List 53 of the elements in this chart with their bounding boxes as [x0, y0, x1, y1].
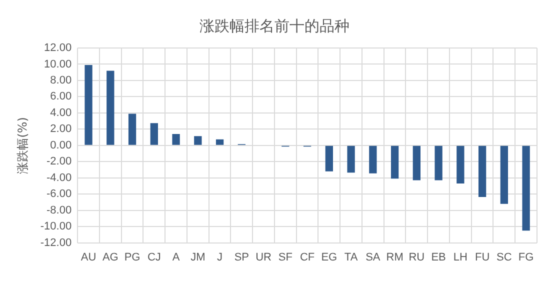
x-tick-label: EB [431, 251, 446, 264]
x-tick-label: JM [190, 251, 206, 264]
bar [412, 146, 421, 180]
chart-title: 涨跌幅排名前十的品种 [200, 16, 350, 35]
x-tick-label: FG [518, 251, 534, 264]
y-axis-title: 涨跌幅(%) [15, 117, 30, 174]
bar [522, 146, 530, 231]
bar [369, 146, 377, 174]
x-tick-label: LH [453, 251, 468, 264]
bar [216, 139, 224, 145]
y-tick-label: -6.00 [46, 188, 72, 200]
x-tick-label: J [217, 251, 223, 264]
bar [478, 146, 486, 197]
x-tick-label: SA [366, 251, 381, 264]
y-tick-label: 2.00 [50, 123, 72, 136]
x-tick-label: SC [496, 251, 512, 264]
y-tick-label: 10.00 [44, 58, 72, 70]
y-tick-label: 12.00 [44, 42, 72, 54]
bar [150, 123, 158, 145]
y-tick-label: 0.00 [50, 139, 72, 152]
bar [500, 146, 508, 204]
x-tick-label: CF [300, 251, 315, 264]
y-tick-label: 6.00 [50, 90, 72, 103]
bar [194, 136, 202, 145]
y-tick-label: -4.00 [46, 172, 72, 184]
y-tick-label: -12.00 [40, 236, 72, 249]
bar [84, 65, 92, 145]
bar [456, 146, 464, 184]
y-tick-label: -10.00 [40, 220, 72, 233]
x-tick-label: RM [386, 251, 404, 264]
x-tick-label: AU [80, 251, 96, 264]
x-tick-label: SP [234, 251, 250, 264]
y-tick-label: 4.00 [50, 106, 72, 119]
bar [347, 146, 355, 173]
x-tick-label: CJ [147, 251, 161, 264]
x-tick-label: FU [474, 251, 490, 264]
bar [325, 146, 333, 172]
bar [128, 114, 136, 145]
bar [172, 134, 180, 145]
x-tick-label: RU [408, 251, 425, 264]
y-tick-label: -2.00 [46, 156, 72, 168]
y-tick-label: -8.00 [46, 204, 72, 216]
x-tick-label: UR [256, 251, 272, 264]
x-tick-label: SF [278, 251, 293, 264]
x-tick-label: EG [321, 251, 338, 264]
x-tick-label: A [172, 251, 180, 264]
bar [106, 70, 114, 145]
x-tick-label: AG [102, 251, 118, 264]
x-tick-label: TA [344, 251, 358, 264]
x-tick-label: PG [124, 251, 140, 264]
y-tick-label: 8.00 [50, 74, 72, 86]
bar [434, 146, 442, 180]
bar [390, 146, 399, 179]
